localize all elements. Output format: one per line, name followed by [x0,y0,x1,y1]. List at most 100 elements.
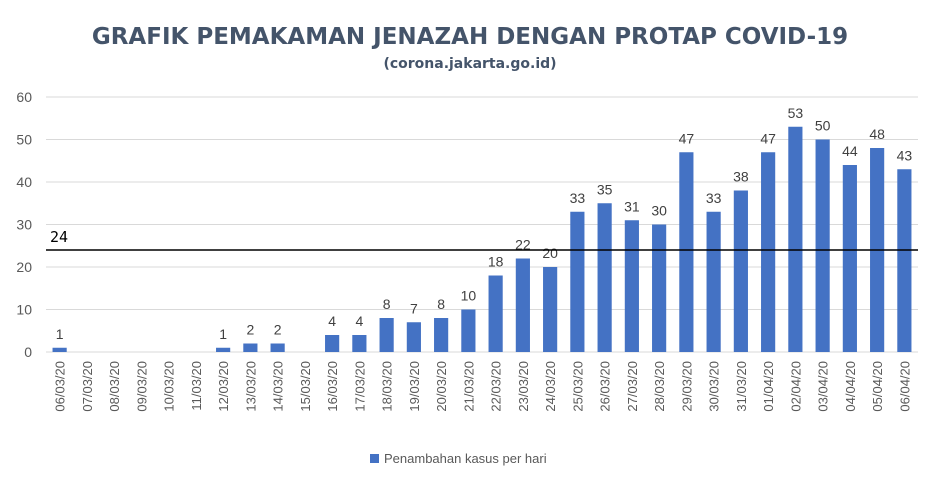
x-tick-label: 01/04/20 [761,361,776,412]
y-tick-label: 10 [16,302,32,318]
x-tick-label: 14/03/20 [271,361,286,412]
data-label: 4 [328,313,336,329]
x-tick-label: 16/03/20 [325,361,340,412]
data-label: 33 [570,190,586,206]
x-tick-label: 27/03/20 [625,361,640,412]
x-tick-label: 12/03/20 [216,361,231,412]
bar [434,318,449,352]
x-tick-label: 18/03/20 [380,361,395,412]
bar [624,220,639,352]
data-label: 18 [488,254,504,270]
x-tick-label: 02/04/20 [788,361,803,412]
reference-line-label: 24 [50,228,68,246]
data-label: 44 [842,143,858,159]
x-tick-label: 24/03/20 [543,361,558,412]
bar [406,322,421,352]
x-tick-label: 17/03/20 [352,361,367,412]
legend-swatch [370,454,379,463]
x-axis: 06/03/20 07/03/20 08/03/20 09/03/20 10/03/20… [53,361,913,412]
bar [842,165,857,352]
data-label: 47 [679,130,695,146]
x-tick-label: 06/04/20 [897,361,912,412]
data-label: 8 [437,296,445,312]
x-tick-label: 13/03/20 [243,361,258,412]
gridlines [46,96,918,353]
bar [761,152,776,352]
bar [733,190,748,352]
bar [815,139,830,352]
data-label: 47 [760,130,776,146]
data-label: 22 [515,237,531,253]
data-label: 48 [869,126,885,142]
y-tick-label: 50 [16,132,32,148]
data-label: 10 [461,288,477,304]
data-label: 1 [219,326,227,342]
bars [52,126,912,352]
bar [243,343,258,352]
data-label: 33 [706,190,722,206]
data-label: 35 [597,181,613,197]
chart-subtitle: (corona.jakarta.go.id) [383,56,556,72]
data-label: 20 [542,245,558,261]
data-label: 53 [788,105,804,121]
data-label: 1 [56,326,64,342]
x-tick-label: 23/03/20 [516,361,531,412]
x-tick-label: 20/03/20 [434,361,449,412]
bar [325,335,340,352]
data-label: 2 [246,322,254,338]
bar [706,211,721,352]
bar [52,347,67,352]
y-tick-label: 20 [16,259,32,275]
data-label: 31 [624,198,640,214]
x-tick-label: 05/04/20 [870,361,885,412]
x-tick-label: 21/03/20 [461,361,476,412]
reference-line-group: 24 [46,228,918,251]
bar [570,211,585,352]
x-tick-label: 11/03/20 [189,361,204,411]
bar [515,258,530,352]
bar [488,275,503,352]
legend-label: Penambahan kasus per hari [384,451,547,466]
bar [597,203,612,352]
bar [216,347,231,352]
x-tick-label: 07/03/20 [80,361,95,412]
bar [352,335,367,352]
y-tick-label: 30 [16,217,32,233]
x-tick-label: 10/03/20 [162,361,177,412]
x-tick-label: 28/03/20 [652,361,667,412]
bar [679,152,694,352]
y-tick-label: 40 [16,174,32,190]
data-label: 50 [815,118,831,134]
legend: Penambahan kasus per hari [370,451,547,466]
x-tick-label: 06/03/20 [53,361,68,412]
data-label: 43 [897,147,913,163]
data-label: 38 [733,169,749,185]
bar [270,343,285,352]
x-tick-label: 31/03/20 [734,361,749,412]
data-label: 30 [651,203,667,219]
x-tick-label: 30/03/20 [707,361,722,412]
y-axis: 0 10 20 30 40 50 60 [16,89,32,360]
x-tick-label: 08/03/20 [107,361,122,412]
y-tick-label: 60 [16,89,32,105]
x-tick-label: 29/03/20 [679,361,694,412]
data-label: 8 [383,296,391,312]
bar [652,224,667,352]
x-tick-label: 15/03/20 [298,361,313,412]
bar [461,309,476,352]
x-tick-label: 26/03/20 [598,361,613,412]
bar [897,169,912,352]
x-tick-label: 19/03/20 [407,361,422,412]
x-tick-label: 03/04/20 [816,361,831,412]
x-tick-label: 22/03/20 [489,361,504,412]
data-label: 4 [355,313,363,329]
y-tick-label: 0 [24,344,32,360]
chart-title: GRAFIK PEMAKAMAN JENAZAH DENGAN PROTAP C… [92,24,848,50]
x-tick-label: 09/03/20 [134,361,149,412]
x-tick-label: 25/03/20 [570,361,585,412]
data-label: 7 [410,300,418,316]
bar [379,318,394,352]
bar [543,267,558,352]
